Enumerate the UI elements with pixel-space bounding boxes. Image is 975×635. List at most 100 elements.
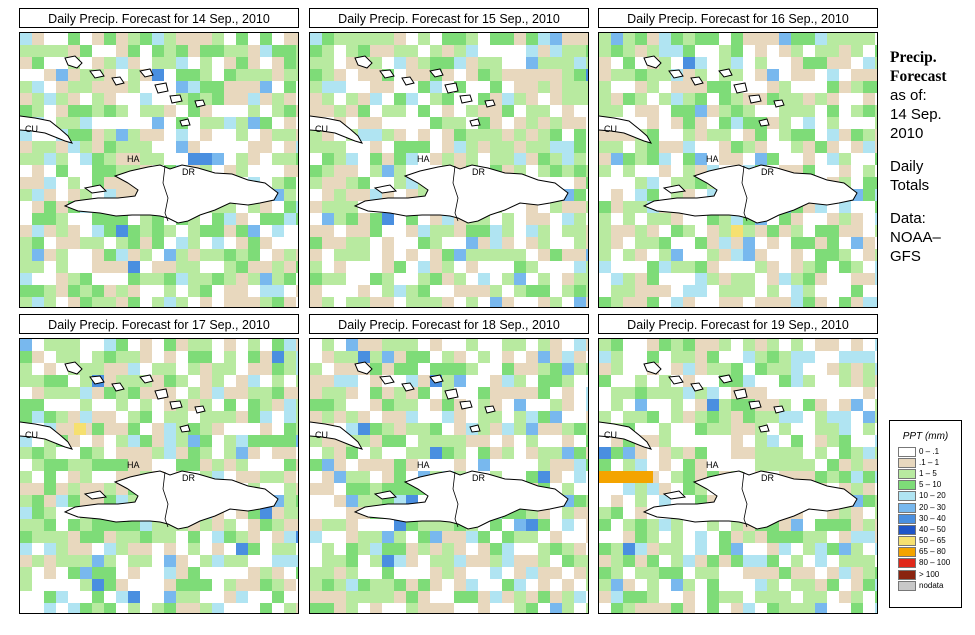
precip-cell	[478, 351, 490, 363]
precip-cell	[176, 567, 188, 579]
precip-cell	[358, 423, 370, 435]
precip-cell	[743, 411, 755, 423]
precip-cell	[370, 33, 382, 45]
precip-cell	[827, 567, 839, 579]
precip-cell	[803, 129, 815, 141]
precip-cell	[152, 153, 164, 165]
precip-cell	[550, 153, 562, 165]
precip-cell	[599, 129, 611, 141]
precip-cell	[418, 423, 430, 435]
precip-cell	[623, 69, 635, 81]
precip-cell	[671, 225, 683, 237]
precip-cell	[56, 165, 68, 177]
precip-cell	[791, 351, 803, 363]
precip-cell	[851, 339, 863, 351]
precip-cell	[272, 273, 284, 285]
precip-cell	[140, 225, 152, 237]
precip-cell	[839, 531, 851, 543]
precip-cell	[200, 273, 212, 285]
precip-cell	[80, 297, 92, 307]
precip-cell	[478, 285, 490, 297]
precip-cell	[44, 483, 56, 495]
precip-cell	[599, 45, 611, 57]
precip-cell	[586, 495, 588, 507]
precip-cell	[574, 93, 586, 105]
precip-cell	[683, 483, 695, 495]
legend-label: 65 – 80	[919, 547, 946, 557]
legend-swatch	[898, 536, 916, 547]
precip-cell	[32, 189, 44, 201]
precip-cell	[346, 447, 358, 459]
precip-cell	[671, 579, 683, 591]
precip-cell	[128, 411, 140, 423]
precip-cell	[623, 483, 635, 495]
precip-cell	[803, 273, 815, 285]
precip-cell	[875, 297, 877, 307]
precip-cell	[851, 105, 863, 117]
precip-cell	[538, 165, 550, 177]
precip-cell	[695, 555, 707, 567]
precip-cell	[695, 153, 707, 165]
precip-cell	[346, 531, 358, 543]
precip-cell	[92, 57, 104, 69]
precip-cell	[430, 519, 442, 531]
precip-cell	[200, 249, 212, 261]
precip-cell	[56, 555, 68, 567]
precip-cell	[659, 249, 671, 261]
precip-cell	[296, 45, 298, 57]
precip-cell	[755, 591, 767, 603]
precip-cell	[755, 567, 767, 579]
precip-cell	[562, 201, 574, 213]
precip-cell	[562, 117, 574, 129]
precip-cell	[586, 447, 588, 459]
precip-cell	[272, 567, 284, 579]
precip-cell	[152, 435, 164, 447]
precip-cell	[442, 297, 454, 307]
precip-cell	[719, 105, 731, 117]
precip-cell	[839, 261, 851, 273]
precip-cell	[56, 153, 68, 165]
precip-cell	[671, 567, 683, 579]
precip-cell	[863, 81, 875, 93]
precip-cell	[502, 237, 514, 249]
precip-cell	[176, 261, 188, 273]
precip-cell	[839, 33, 851, 45]
precip-cell	[791, 567, 803, 579]
precip-cell	[406, 351, 418, 363]
precip-cell	[779, 351, 791, 363]
precip-cell	[707, 105, 719, 117]
precip-cell	[80, 81, 92, 93]
precip-cell	[346, 591, 358, 603]
precip-cell	[647, 591, 659, 603]
precip-cell	[44, 543, 56, 555]
precip-cell	[683, 411, 695, 423]
precip-cell	[248, 351, 260, 363]
precip-cell	[490, 285, 502, 297]
precip-cell	[272, 261, 284, 273]
precip-cell	[851, 447, 863, 459]
precip-cell	[188, 531, 200, 543]
precip-cell	[44, 591, 56, 603]
precip-cell	[44, 225, 56, 237]
precip-cell	[731, 423, 743, 435]
precip-cell	[671, 471, 683, 483]
precip-cell	[394, 57, 406, 69]
precip-cell	[188, 273, 200, 285]
precip-cell	[104, 165, 116, 177]
precip-cell	[236, 45, 248, 57]
precip-cell	[382, 543, 394, 555]
precip-cell	[56, 45, 68, 57]
precip-cell	[430, 237, 442, 249]
island-coastline	[718, 68, 733, 78]
precip-cell	[224, 555, 236, 567]
precip-cell	[128, 81, 140, 93]
precip-cell	[296, 435, 298, 447]
precip-cell	[116, 153, 128, 165]
precip-cell	[647, 81, 659, 93]
precip-cell	[611, 225, 623, 237]
precip-cell	[839, 213, 851, 225]
precip-cell	[466, 225, 478, 237]
precip-cell	[296, 411, 298, 423]
precip-cell	[382, 297, 394, 307]
label-dr: DR	[761, 167, 774, 177]
